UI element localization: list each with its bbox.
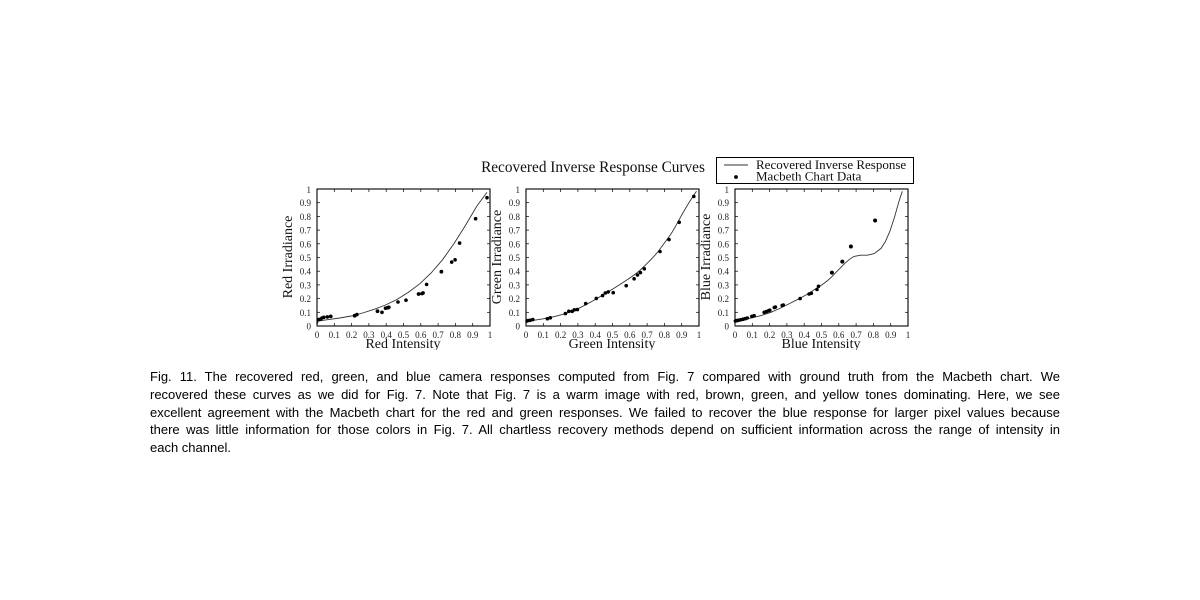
svg-text:Blue Intensity: Blue Intensity [782,337,861,350]
svg-text:0: 0 [307,322,312,332]
svg-text:0.1: 0.1 [329,330,340,340]
svg-text:0.2: 0.2 [555,330,566,340]
svg-text:0.1: 0.1 [747,330,758,340]
svg-text:0.8: 0.8 [509,212,521,222]
svg-text:0.9: 0.9 [718,198,730,208]
svg-text:0.8: 0.8 [659,330,671,340]
svg-text:Green Irradiance: Green Irradiance [490,210,505,304]
svg-text:0.6: 0.6 [718,239,730,249]
svg-text:0.6: 0.6 [509,239,521,249]
svg-text:0.2: 0.2 [509,294,520,304]
svg-text:0.8: 0.8 [718,212,730,222]
svg-text:0.9: 0.9 [509,198,521,208]
svg-text:0.9: 0.9 [300,198,312,208]
svg-text:0.1: 0.1 [509,308,520,318]
svg-text:0.8: 0.8 [300,212,312,222]
svg-text:0.8: 0.8 [450,330,462,340]
svg-text:0.1: 0.1 [718,308,729,318]
svg-text:0.3: 0.3 [718,280,730,290]
svg-text:0.7: 0.7 [300,226,312,236]
svg-text:0.8: 0.8 [868,330,880,340]
svg-text:0.5: 0.5 [509,253,521,263]
svg-text:0.6: 0.6 [300,239,312,249]
svg-text:1: 1 [516,185,521,195]
svg-text:0.2: 0.2 [764,330,775,340]
svg-text:0.4: 0.4 [718,267,730,277]
svg-text:0: 0 [516,322,521,332]
svg-text:0: 0 [524,330,529,340]
svg-text:0.1: 0.1 [538,330,549,340]
svg-text:Red Intensity: Red Intensity [365,337,440,350]
svg-text:0.7: 0.7 [509,226,521,236]
svg-text:0.2: 0.2 [300,294,311,304]
svg-text:0.2: 0.2 [718,294,729,304]
svg-text:0.5: 0.5 [718,253,730,263]
svg-text:0.1: 0.1 [300,308,311,318]
svg-text:0.2: 0.2 [346,330,357,340]
svg-text:Red Irradiance: Red Irradiance [281,216,296,299]
svg-text:0.9: 0.9 [676,330,688,340]
svg-text:1: 1 [725,185,730,195]
svg-text:0.4: 0.4 [300,267,312,277]
svg-text:Macbeth Chart Data: Macbeth Chart Data [756,169,862,184]
svg-text:Blue Irradiance: Blue Irradiance [699,214,714,301]
svg-text:0.3: 0.3 [300,280,312,290]
svg-text:0.7: 0.7 [718,226,730,236]
svg-text:0: 0 [725,322,730,332]
svg-text:0.3: 0.3 [509,280,521,290]
svg-text:0.9: 0.9 [885,330,897,340]
svg-text:0.5: 0.5 [300,253,312,263]
svg-text:0.9: 0.9 [467,330,479,340]
svg-text:0: 0 [733,330,738,340]
svg-text:0: 0 [315,330,320,340]
svg-text:0.4: 0.4 [509,267,521,277]
svg-text:1: 1 [906,330,910,340]
svg-text:Green Intensity: Green Intensity [569,337,656,350]
svg-text:1: 1 [307,185,312,195]
